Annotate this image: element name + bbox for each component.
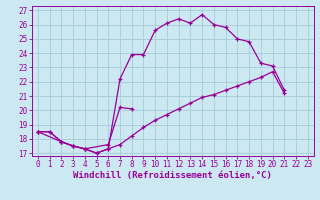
X-axis label: Windchill (Refroidissement éolien,°C): Windchill (Refroidissement éolien,°C) (73, 171, 272, 180)
